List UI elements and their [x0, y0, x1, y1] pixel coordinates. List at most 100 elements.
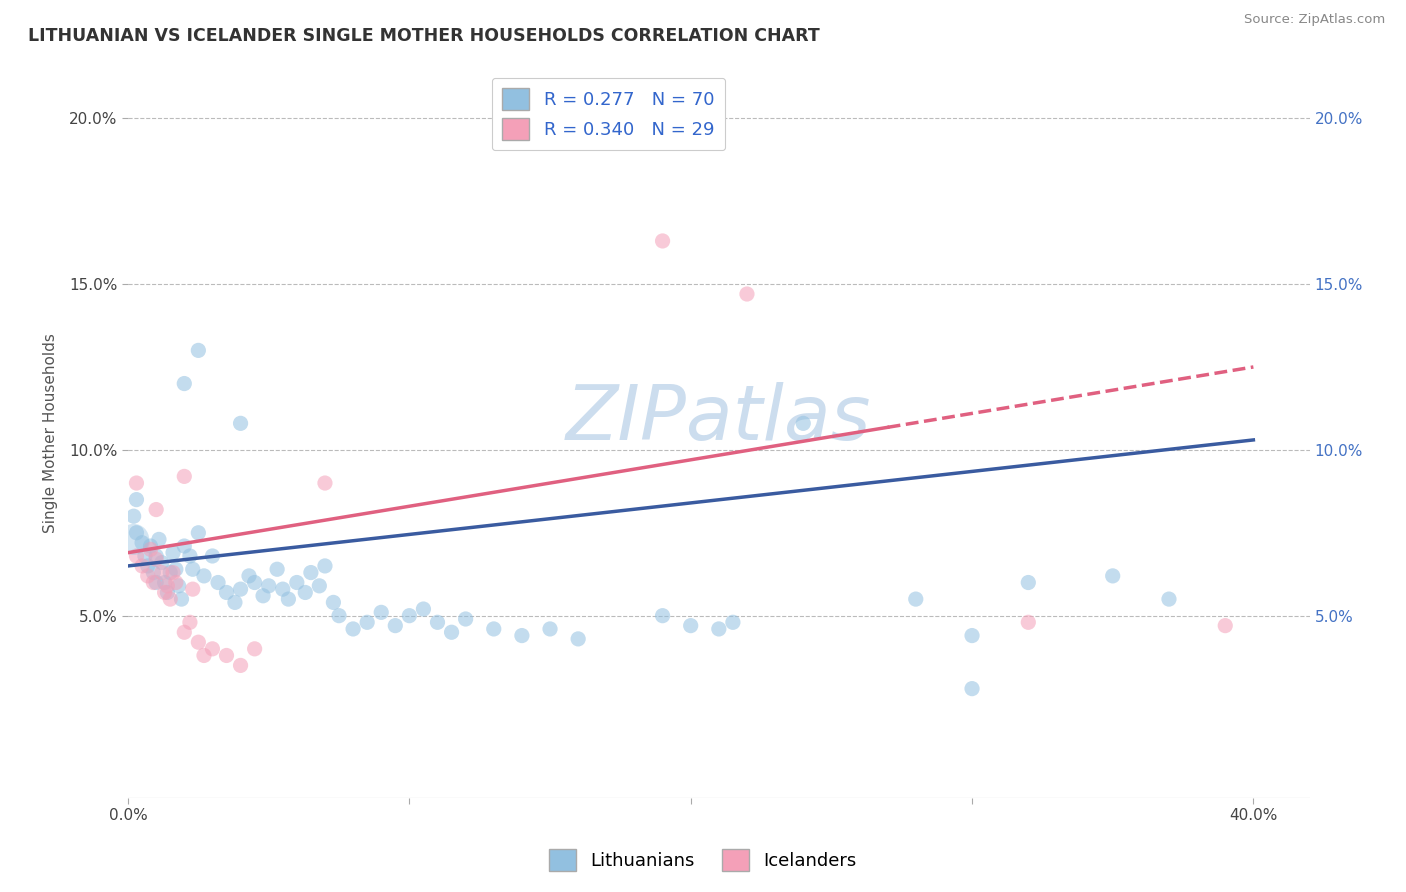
- Point: [125, 549, 148, 563]
- Point: [187, 343, 209, 358]
- Point: [294, 585, 316, 599]
- Text: ZIPatlas: ZIPatlas: [567, 382, 872, 456]
- Point: [224, 595, 246, 609]
- Point: [173, 469, 195, 483]
- Point: [510, 629, 533, 643]
- Point: [229, 582, 252, 596]
- Point: [271, 582, 294, 596]
- Point: [482, 622, 505, 636]
- Point: [131, 535, 153, 549]
- Point: [193, 569, 215, 583]
- Point: [179, 615, 201, 630]
- Point: [125, 525, 148, 540]
- Point: [145, 552, 167, 566]
- Point: [134, 549, 156, 563]
- Point: [567, 632, 589, 646]
- Point: [792, 417, 814, 431]
- Point: [651, 234, 673, 248]
- Point: [125, 476, 148, 491]
- Point: [1101, 569, 1123, 583]
- Point: [904, 592, 927, 607]
- Point: [165, 562, 187, 576]
- Point: [538, 622, 561, 636]
- Point: [1017, 615, 1039, 630]
- Point: [398, 608, 420, 623]
- Point: [308, 579, 330, 593]
- Point: [136, 569, 159, 583]
- Point: [167, 579, 190, 593]
- Point: [229, 417, 252, 431]
- Point: [145, 575, 167, 590]
- Point: [153, 575, 176, 590]
- Point: [173, 539, 195, 553]
- Point: [156, 585, 179, 599]
- Point: [148, 533, 170, 547]
- Point: [145, 502, 167, 516]
- Text: LITHUANIAN VS ICELANDER SINGLE MOTHER HOUSEHOLDS CORRELATION CHART: LITHUANIAN VS ICELANDER SINGLE MOTHER HO…: [28, 27, 820, 45]
- Point: [266, 562, 288, 576]
- Point: [960, 629, 983, 643]
- Point: [207, 575, 229, 590]
- Point: [139, 542, 162, 557]
- Point: [299, 566, 322, 580]
- Point: [153, 585, 176, 599]
- Point: [229, 658, 252, 673]
- Point: [440, 625, 463, 640]
- Point: [1213, 618, 1236, 632]
- Point: [384, 618, 406, 632]
- Point: [342, 622, 364, 636]
- Point: [173, 376, 195, 391]
- Point: [215, 585, 238, 599]
- Point: [960, 681, 983, 696]
- Point: [721, 615, 744, 630]
- Point: [707, 622, 730, 636]
- Point: [257, 579, 280, 593]
- Point: [181, 582, 204, 596]
- Point: [125, 492, 148, 507]
- Point: [735, 287, 758, 301]
- Point: [142, 566, 165, 580]
- Point: [193, 648, 215, 663]
- Point: [277, 592, 299, 607]
- Point: [201, 549, 224, 563]
- Point: [314, 476, 336, 491]
- Point: [122, 509, 145, 524]
- Point: [150, 556, 173, 570]
- Point: [285, 575, 308, 590]
- Point: [1157, 592, 1180, 607]
- Point: [243, 641, 266, 656]
- Point: [679, 618, 702, 632]
- Point: [170, 592, 193, 607]
- Point: [412, 602, 434, 616]
- Point: [322, 595, 344, 609]
- Point: [426, 615, 449, 630]
- Point: [187, 525, 209, 540]
- Point: [201, 641, 224, 656]
- Legend: R = 0.277   N = 70, R = 0.340   N = 29: R = 0.277 N = 70, R = 0.340 N = 29: [492, 78, 725, 151]
- Point: [187, 635, 209, 649]
- Point: [243, 575, 266, 590]
- Point: [139, 539, 162, 553]
- Point: [165, 575, 187, 590]
- Point: [173, 625, 195, 640]
- Point: [651, 608, 673, 623]
- Point: [238, 569, 260, 583]
- Point: [328, 608, 350, 623]
- Point: [252, 589, 274, 603]
- Point: [156, 579, 179, 593]
- Point: [159, 592, 181, 607]
- Point: [215, 648, 238, 663]
- Point: [356, 615, 378, 630]
- Point: [142, 575, 165, 590]
- Y-axis label: Single Mother Households: Single Mother Households: [44, 334, 58, 533]
- Point: [150, 566, 173, 580]
- Point: [314, 558, 336, 573]
- Point: [145, 549, 167, 563]
- Point: [181, 562, 204, 576]
- Point: [370, 606, 392, 620]
- Point: [162, 546, 184, 560]
- Text: Source: ZipAtlas.com: Source: ZipAtlas.com: [1244, 13, 1385, 27]
- Point: [454, 612, 477, 626]
- Point: [122, 533, 145, 547]
- Legend: Lithuanians, Icelanders: Lithuanians, Icelanders: [541, 842, 865, 879]
